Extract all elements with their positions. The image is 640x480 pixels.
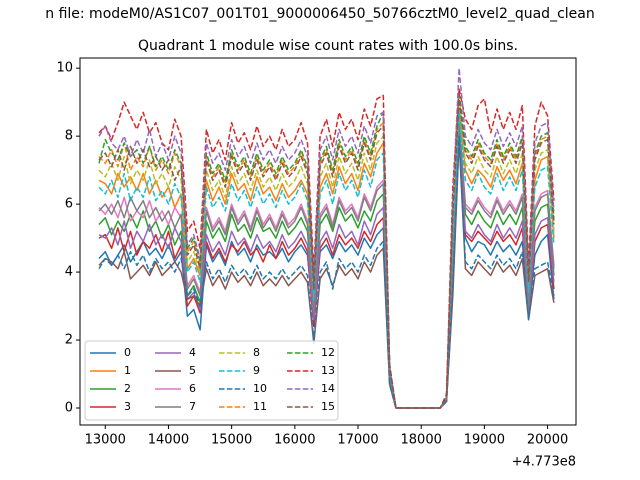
x-tick-label: 19000 — [464, 433, 505, 448]
legend-box — [84, 340, 339, 421]
series-lines — [98, 67, 555, 409]
x-tick-label: 14000 — [148, 433, 189, 448]
legend-label-5: 5 — [189, 364, 196, 377]
legend-label-15: 15 — [321, 400, 335, 413]
legend-label-4: 4 — [189, 346, 196, 359]
y-tick-label: 4 — [65, 265, 73, 280]
legend-label-9: 9 — [253, 364, 260, 377]
series-line-14 — [98, 67, 555, 409]
legend-label-0: 0 — [124, 346, 131, 359]
plot-frame — [79, 57, 577, 426]
x-offset-label: +4.773e8 — [512, 455, 576, 470]
x-tick-label: 13000 — [85, 433, 126, 448]
y-tick-label: 6 — [65, 197, 73, 212]
y-tick-label: 2 — [65, 333, 73, 348]
series-line-5 — [98, 138, 555, 409]
x-tick-label: 16000 — [274, 433, 315, 448]
series-line-15 — [98, 98, 555, 409]
legend-label-13: 13 — [321, 364, 335, 377]
legend-label-2: 2 — [124, 382, 131, 395]
legend-label-8: 8 — [253, 346, 260, 359]
x-tick-label: 15000 — [211, 433, 252, 448]
series-line-6 — [98, 118, 555, 409]
chart-suptitle: n file: modeM0/AS1C07_001T01_9000006450_… — [45, 6, 594, 22]
x-tick-label: 17000 — [337, 433, 378, 448]
legend-label-3: 3 — [124, 400, 131, 413]
legend-label-10: 10 — [253, 382, 267, 395]
series-line-3 — [98, 135, 555, 409]
x-tick-label: 20000 — [527, 433, 568, 448]
legend-label-1: 1 — [124, 364, 131, 377]
x-axis: 13000 14000 15000 16000 17000 18000 19000 20000 — [85, 425, 568, 448]
legend-label-6: 6 — [189, 382, 196, 395]
series-line-8 — [98, 101, 555, 409]
y-tick-label: 10 — [56, 61, 73, 76]
y-tick-label: 0 — [65, 401, 73, 416]
y-axis: 0 2 4 6 8 10 — [56, 61, 80, 416]
legend-label-14: 14 — [321, 382, 335, 395]
series-line-11 — [98, 94, 555, 409]
series-line-2 — [98, 125, 555, 409]
series-line-12 — [98, 91, 555, 409]
series-line-13 — [98, 87, 555, 409]
legend-label-7: 7 — [189, 400, 196, 413]
y-tick-label: 8 — [65, 129, 73, 144]
series-line-7 — [98, 121, 555, 409]
legend-label-12: 12 — [321, 346, 335, 359]
series-line-10 — [98, 135, 555, 409]
series-line-9 — [98, 111, 555, 409]
legend-label-11: 11 — [253, 400, 267, 413]
x-tick-label: 18000 — [401, 433, 442, 448]
chart-title: Quadrant 1 module wise count rates with … — [138, 38, 518, 54]
